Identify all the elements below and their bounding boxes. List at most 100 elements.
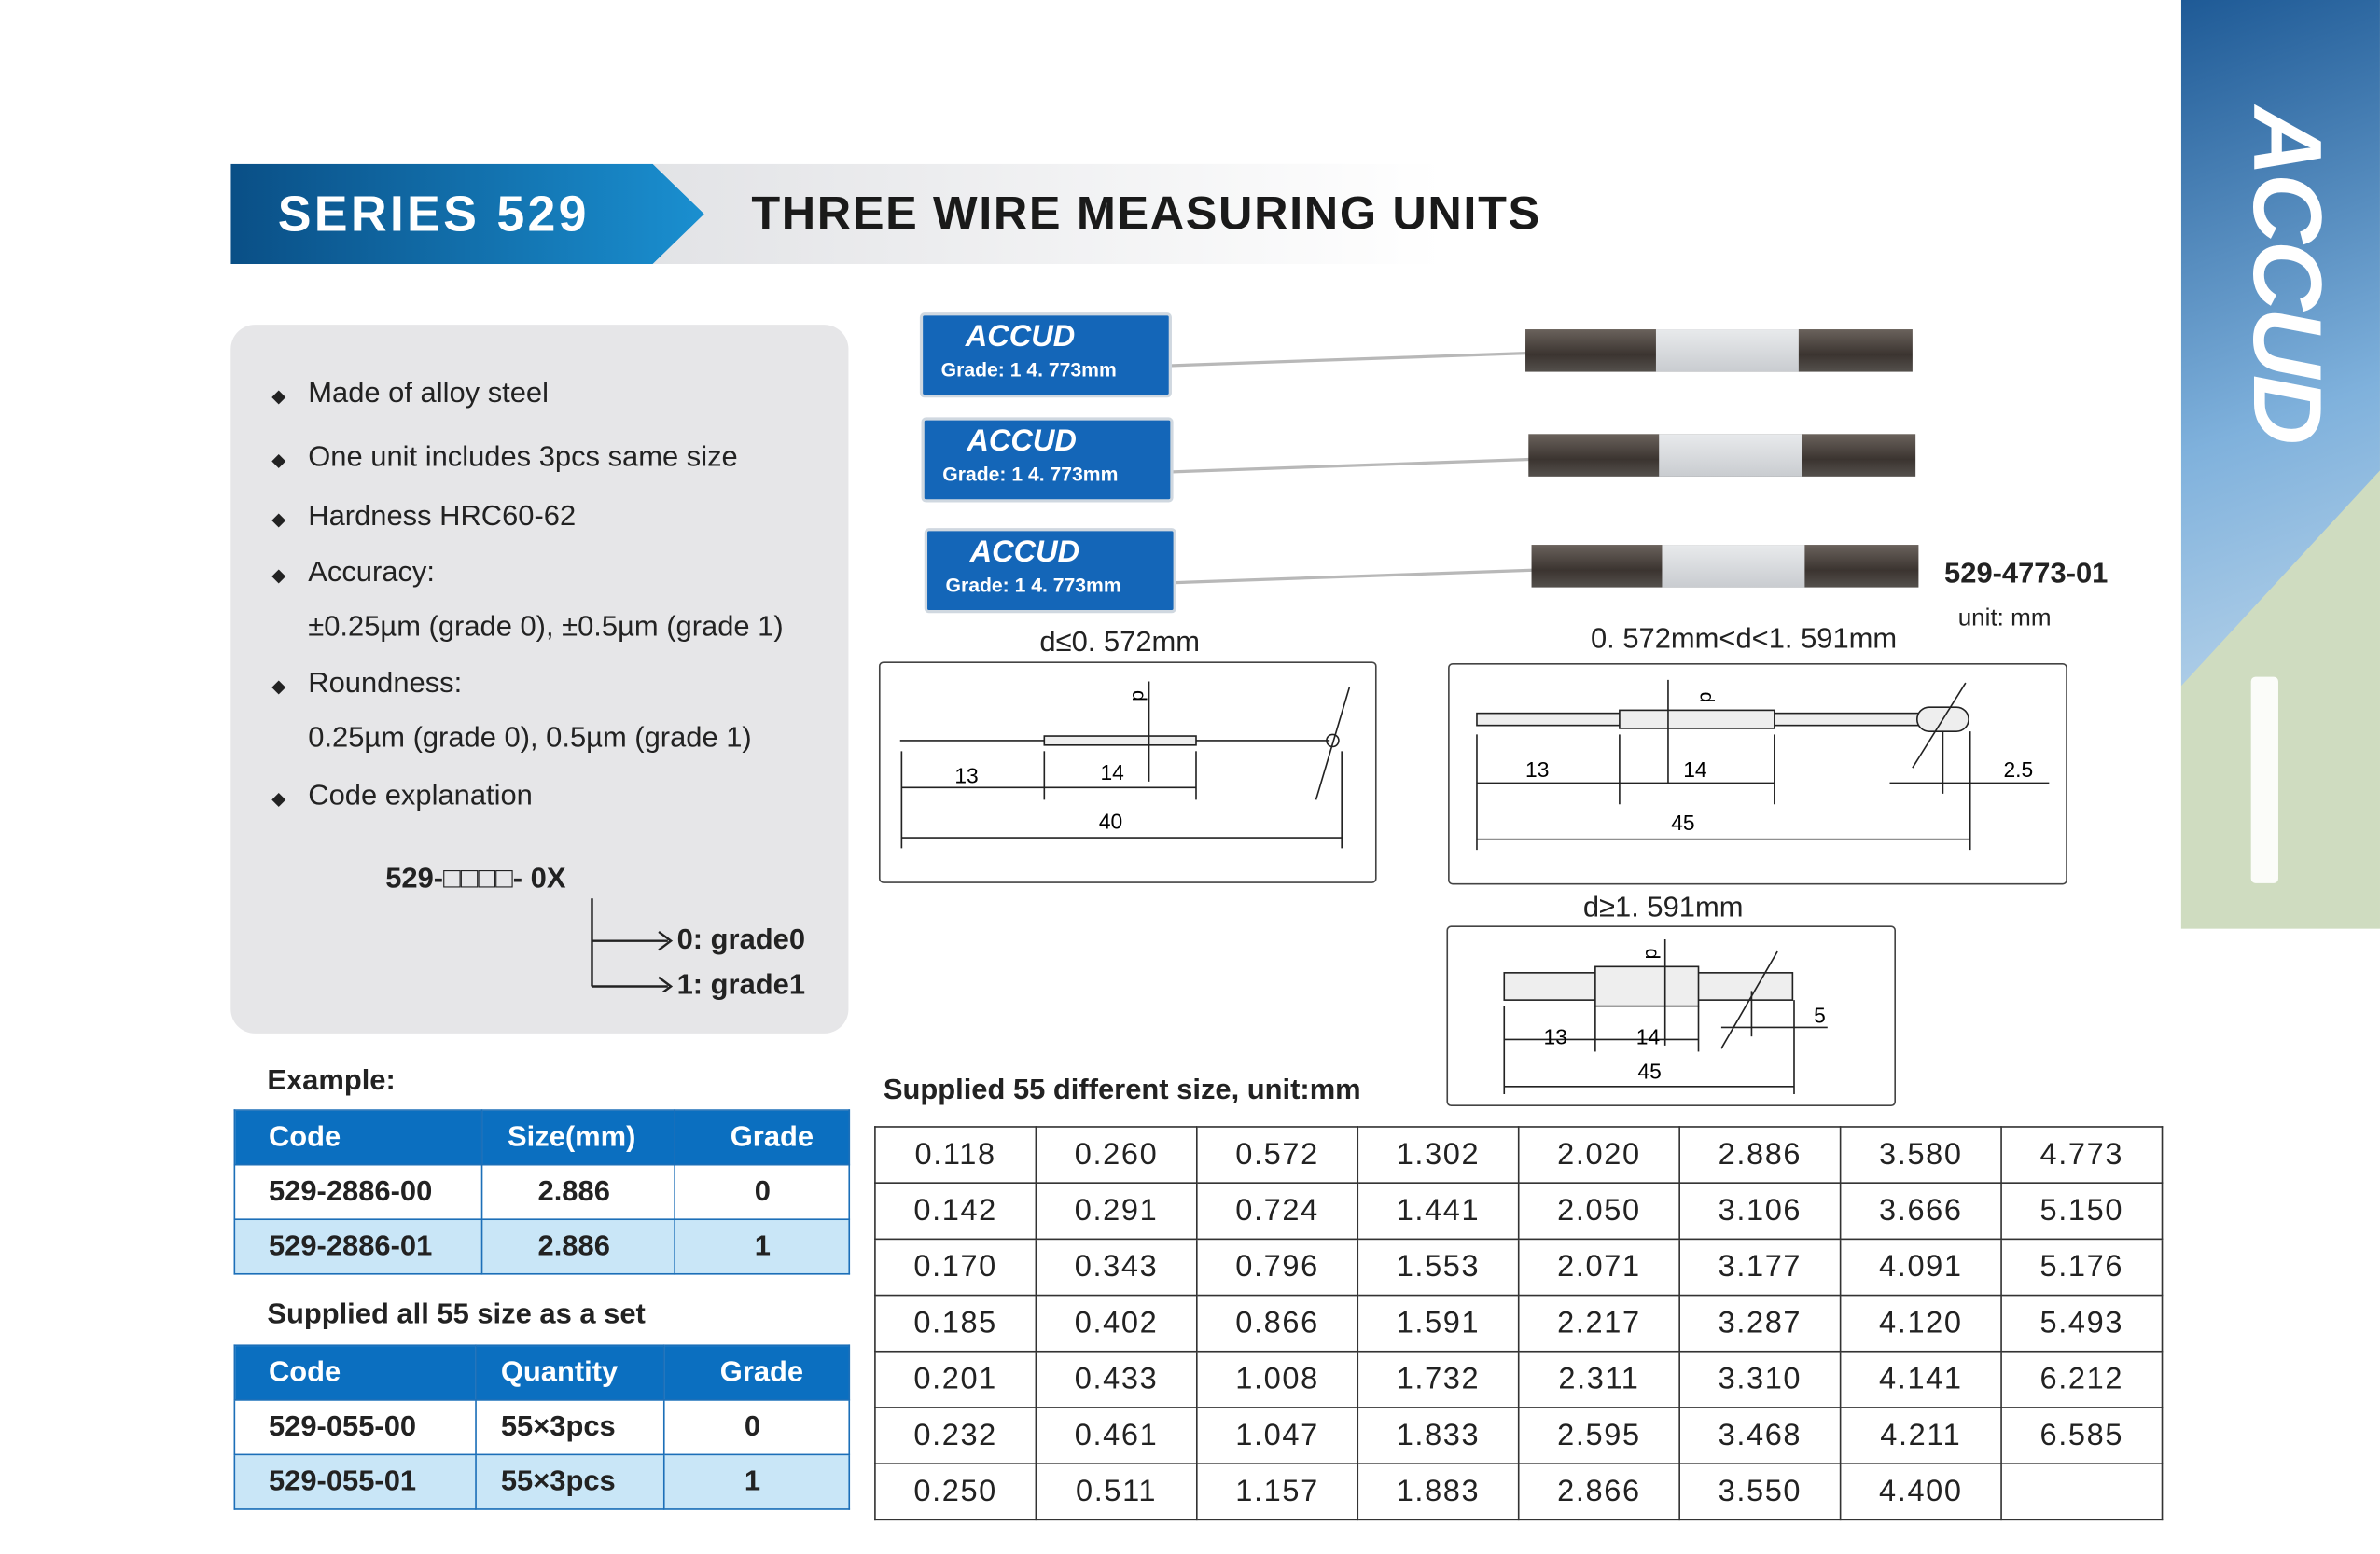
diameter-label: d — [1695, 691, 1719, 703]
size-cell: 0.232 — [874, 1407, 1037, 1464]
table-row: 529-2886-00 2.886 0 — [233, 1163, 851, 1221]
size-cell: 1.441 — [1357, 1182, 1520, 1241]
header-cell: Code — [233, 1344, 477, 1401]
size-cell: 3.287 — [1678, 1294, 1842, 1353]
feature-detail: ±0.25µm (grade 0), ±0.5µm (grade 1) — [308, 611, 784, 644]
bullet-icon: ◆ — [271, 508, 286, 530]
sizes-table: 0.118 0.260 0.572 1.302 2.020 2.886 3.580 4.773… — [874, 1126, 2164, 1521]
diagram-large: d 13 14 45 5 — [1446, 925, 1896, 1107]
size-cell: 4.211 — [1839, 1407, 2002, 1464]
size-cell: 0.402 — [1035, 1294, 1198, 1353]
dimension-label: 13 — [1543, 1024, 1567, 1049]
table-row: 0.201 0.433 1.008 1.732 2.311 3.310 4.141 6.212 — [874, 1350, 2164, 1408]
set-label: Supplied all 55 size as a set — [267, 1298, 646, 1331]
table-cell: 1 — [663, 1453, 851, 1510]
size-cell: 3.550 — [1678, 1463, 1842, 1521]
feature-item: Roundness: — [308, 667, 463, 701]
dimension-label: 13 — [954, 763, 979, 788]
size-cell: 0.260 — [1035, 1126, 1198, 1184]
size-cell: 1.833 — [1357, 1407, 1520, 1464]
size-cell: 2.866 — [1517, 1463, 1680, 1521]
size-cell: 3.106 — [1678, 1182, 1842, 1241]
header-cell: Quantity — [475, 1344, 666, 1401]
code-format: 529-□□□□- 0X — [385, 863, 566, 895]
table-row: 0.185 0.402 0.866 1.591 2.217 3.287 4.120 5.493 — [874, 1294, 2164, 1353]
feature-item: One unit includes 3pcs same size — [308, 441, 738, 474]
header-cell: Size(mm) — [481, 1109, 676, 1166]
size-cell: 0.170 — [874, 1238, 1037, 1297]
table-header: Code Quantity Grade — [233, 1344, 851, 1401]
diameter-label: d — [1640, 948, 1664, 960]
size-cell: 1.591 — [1357, 1294, 1520, 1353]
dimension-label: 40 — [1098, 809, 1123, 834]
size-cell: 1.302 — [1357, 1126, 1520, 1184]
size-cell: 2.886 — [1678, 1126, 1842, 1184]
table-cell: 0 — [674, 1163, 851, 1221]
size-cell: 5.176 — [2000, 1238, 2164, 1297]
size-cell: 3.310 — [1678, 1350, 1842, 1408]
size-cell: 4.141 — [1839, 1350, 2002, 1408]
table-cell: 55×3pcs — [475, 1453, 666, 1510]
size-cell: 5.493 — [2000, 1294, 2164, 1353]
feature-item: Made of alloy steel — [308, 378, 549, 410]
size-cell: 3.468 — [1678, 1407, 1842, 1464]
set-table: Code Quantity Grade 529-055-00 55×3pcs 0 529… — [233, 1344, 851, 1510]
table-row: 0.170 0.343 0.796 1.553 2.071 3.177 4.091 5.176 — [874, 1238, 2164, 1297]
diagram-title: 0. 572mm<d<1. 591mm — [1590, 623, 1898, 656]
table-cell: 529-055-00 — [233, 1399, 477, 1456]
size-cell: 3.666 — [1839, 1182, 2002, 1241]
size-cell: 2.071 — [1517, 1238, 1680, 1297]
size-cell: 0.118 — [874, 1126, 1037, 1184]
size-cell: 0.511 — [1035, 1463, 1198, 1521]
part-number: 529-4773-01 — [1944, 558, 2109, 590]
dimension-label: 45 — [1637, 1059, 1662, 1084]
bullet-icon: ◆ — [271, 564, 286, 586]
size-cell: 4.400 — [1839, 1463, 2002, 1521]
size-cell: 4.091 — [1839, 1238, 2002, 1297]
table-header: Code Size(mm) Grade — [233, 1109, 851, 1166]
diagram-title: d≥1. 591mm — [1582, 892, 1744, 924]
table-cell: 529-055-01 — [233, 1453, 477, 1510]
size-cell: 6.212 — [2000, 1350, 2164, 1408]
size-cell: 1.732 — [1357, 1350, 1520, 1408]
title-banner — [652, 163, 1442, 265]
code-option: 1: grade1 — [676, 969, 806, 1002]
series-label: SERIES 529 — [277, 185, 590, 242]
feature-item: Accuracy: — [308, 557, 435, 590]
header-cell: Grade — [663, 1344, 851, 1401]
example-table: Code Size(mm) Grade 529-2886-00 2.886 0 529-… — [233, 1109, 851, 1275]
size-cell: 5.150 — [2000, 1182, 2164, 1241]
size-cell: 4.120 — [1839, 1294, 2002, 1353]
size-cell: 0.796 — [1195, 1238, 1359, 1297]
dimension-label: 2.5 — [2003, 756, 2034, 782]
size-cell: 1.047 — [1195, 1407, 1359, 1464]
size-cell: 0.185 — [874, 1294, 1037, 1353]
size-cell: 2.050 — [1517, 1182, 1680, 1241]
size-cell: 2.217 — [1517, 1294, 1680, 1353]
table-row: 529-055-01 55×3pcs 1 — [233, 1453, 851, 1510]
feature-detail: 0.25µm (grade 0), 0.5µm (grade 1) — [308, 722, 752, 755]
size-cell: 0.724 — [1195, 1182, 1359, 1241]
table-row: 529-055-00 55×3pcs 0 — [233, 1399, 851, 1456]
dimension-label: 5 — [1814, 1003, 1826, 1028]
bullet-icon: ◆ — [271, 385, 286, 408]
code-option: 0: grade0 — [676, 923, 806, 956]
size-cell: 4.773 — [2000, 1126, 2164, 1184]
wire-tag: ACCUD Grade: 1 4. 773mm — [921, 417, 1174, 503]
table-cell: 55×3pcs — [475, 1399, 666, 1456]
size-cell: 0.433 — [1035, 1350, 1198, 1408]
dimension-label: 14 — [1100, 760, 1124, 785]
size-cell: 6.585 — [2000, 1407, 2164, 1464]
diameter-label: d — [1127, 690, 1151, 701]
code-arrows — [591, 898, 674, 992]
example-label: Example: — [267, 1065, 396, 1098]
table-cell: 2.886 — [481, 1218, 676, 1275]
table-row: 0.142 0.291 0.724 1.441 2.050 3.106 3.666 5.150 — [874, 1182, 2164, 1241]
table-cell: 529-2886-00 — [233, 1163, 483, 1221]
size-cell: 2.311 — [1517, 1350, 1680, 1408]
table-row: 0.232 0.461 1.047 1.833 2.595 3.468 4.211 6.585 — [874, 1407, 2164, 1464]
table-row: 0.250 0.511 1.157 1.883 2.866 3.550 4.400 — [874, 1463, 2164, 1521]
size-cell: 0.250 — [874, 1463, 1037, 1521]
size-cell: 0.343 — [1035, 1238, 1198, 1297]
wire-tag: ACCUD Grade: 1 4. 773mm — [919, 312, 1172, 398]
